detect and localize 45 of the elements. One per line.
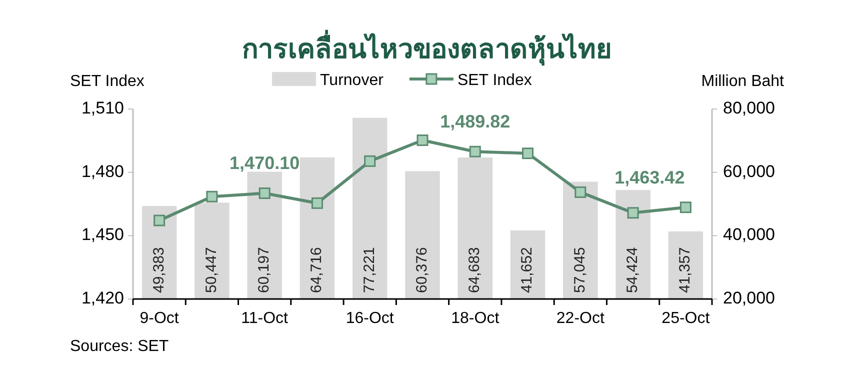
data-label: 49,383 bbox=[150, 247, 168, 293]
data-label: 41,652 bbox=[518, 247, 536, 293]
y2-tick-label: 40,000 bbox=[723, 225, 775, 244]
point bbox=[574, 186, 586, 198]
point bbox=[311, 197, 323, 209]
point bbox=[206, 190, 218, 202]
source-note: Sources: SET bbox=[70, 338, 169, 355]
data-label: 60,197 bbox=[256, 247, 273, 293]
data-label: 64,716 bbox=[308, 247, 326, 293]
y2-tick-label: 60,000 bbox=[723, 162, 775, 181]
y2-tick-label: 20,000 bbox=[723, 288, 775, 308]
y-axis-title: SET Index bbox=[70, 73, 144, 90]
point bbox=[469, 146, 481, 158]
y-tick-label: 1,480 bbox=[81, 162, 124, 181]
point bbox=[154, 214, 166, 226]
y-tick-label: 1,450 bbox=[81, 225, 124, 244]
point bbox=[522, 148, 534, 160]
data-label: 60,376 bbox=[413, 247, 430, 293]
data-label: 77,221 bbox=[360, 247, 378, 293]
point bbox=[416, 134, 428, 146]
point bbox=[680, 202, 692, 214]
data-label: 41,357 bbox=[676, 247, 694, 293]
data-label: 1,489.82 bbox=[440, 112, 510, 132]
y-tick-label: 1,510 bbox=[81, 98, 124, 118]
x-tick-label: 11-Oct bbox=[241, 310, 289, 327]
y-tick-label: 1,420 bbox=[81, 288, 124, 308]
legend-label: Turnover bbox=[320, 72, 384, 89]
chart-title: การเคลื่อนไหวของตลาดหุ้นไทย bbox=[242, 29, 612, 66]
data-label: 50,447 bbox=[202, 247, 220, 293]
x-tick-label: 22-Oct bbox=[556, 310, 605, 327]
x-tick-label: 25-Oct bbox=[662, 310, 710, 327]
data-label: 54,424 bbox=[624, 247, 642, 293]
x-tick-label: 16-Oct bbox=[346, 310, 394, 327]
data-label: 1,470.10 bbox=[230, 153, 300, 174]
data-label: 57,045 bbox=[571, 247, 588, 293]
point bbox=[627, 207, 639, 219]
point bbox=[258, 187, 270, 199]
x-tick-label: 18-Oct bbox=[451, 310, 500, 327]
data-label: 64,683 bbox=[466, 247, 484, 293]
x-tick-label: 9-Oct bbox=[140, 310, 180, 327]
data-label: 1,463.42 bbox=[614, 167, 685, 188]
y2-axis-title: Million Baht bbox=[701, 73, 785, 90]
point bbox=[364, 155, 376, 167]
legend-label: SET Index bbox=[457, 72, 532, 89]
y2-tick-label: 80,000 bbox=[723, 98, 775, 118]
